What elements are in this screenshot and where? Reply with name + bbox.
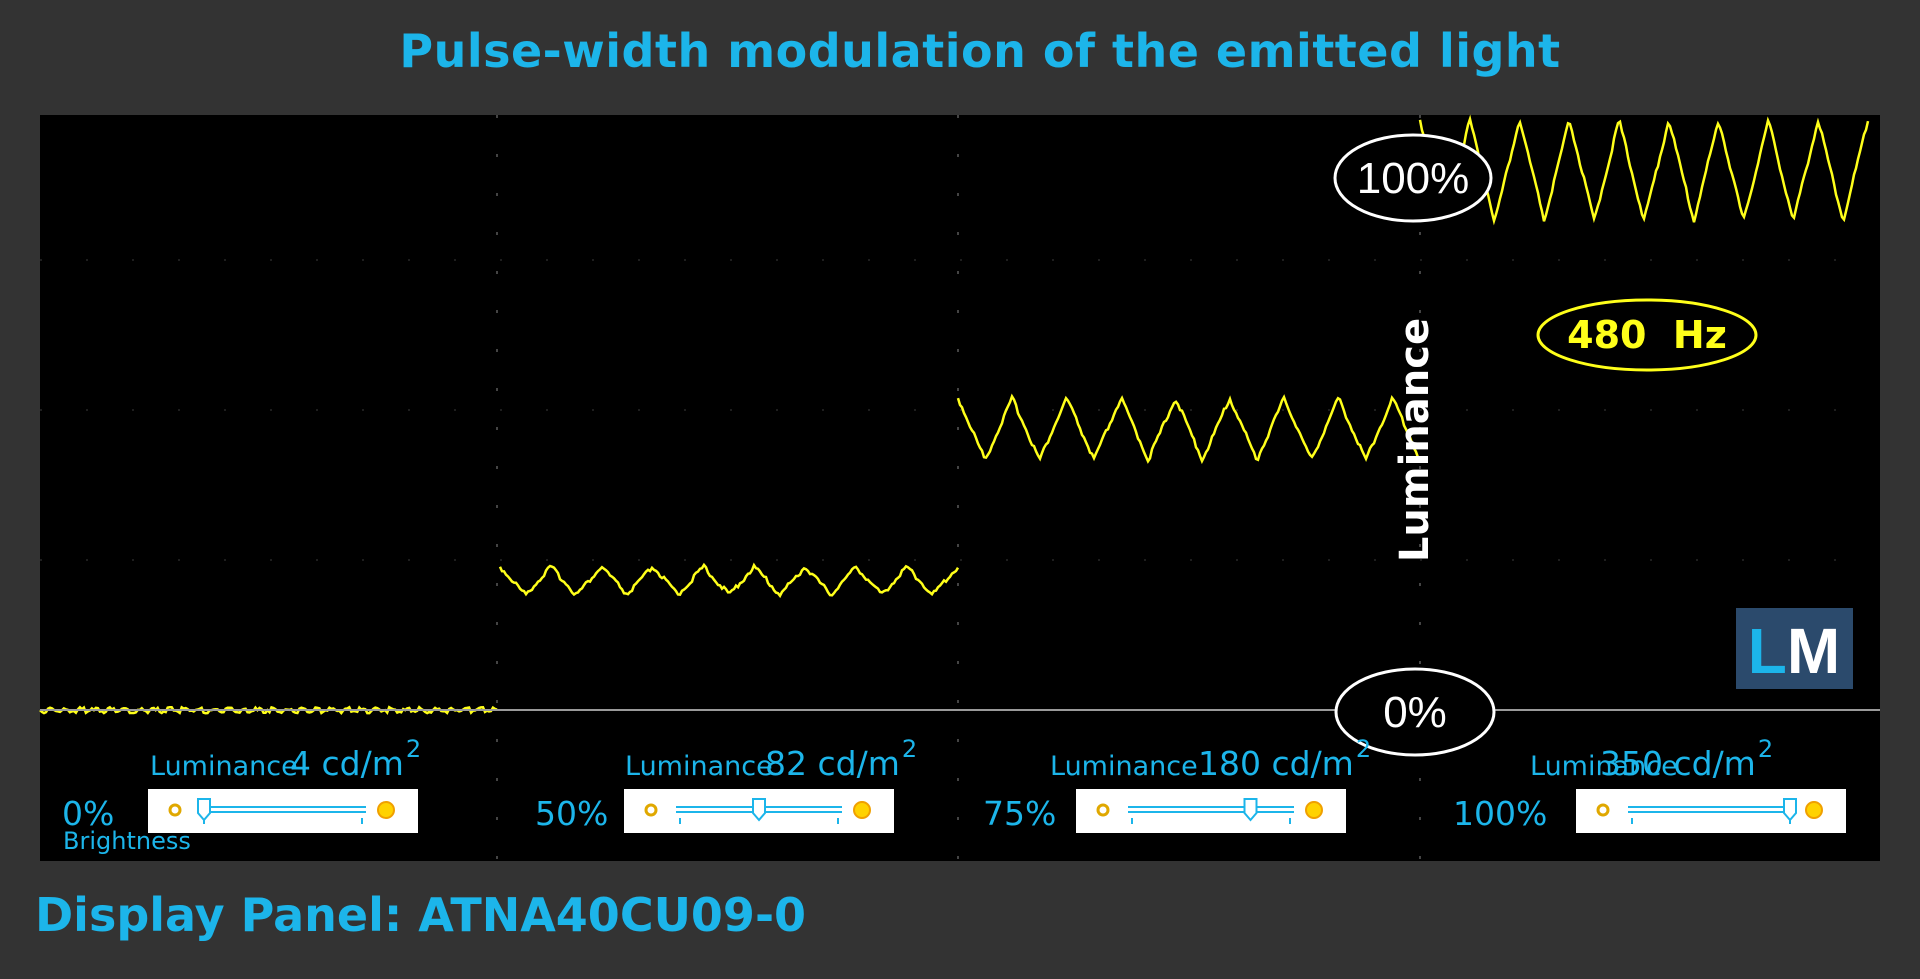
- svg-text:LM: LM: [1748, 615, 1840, 687]
- signal-trace-50pct: [498, 562, 960, 599]
- brightness-slider: [148, 789, 418, 833]
- sun-large-icon: [853, 801, 871, 819]
- signal-trace-0pct: [39, 705, 498, 716]
- frequency-ellipse: [1536, 298, 1758, 372]
- lm-logo-background: [1736, 608, 1853, 689]
- luminance-unit-superscript: 2: [406, 735, 421, 763]
- chart-title: Pulse-width modulation of the emitted li…: [399, 24, 1561, 78]
- luminance-label: Luminance: [150, 751, 298, 782]
- luminance-value: 350 cd/m: [1600, 744, 1756, 783]
- luminance-unit-superscript: 2: [1758, 735, 1773, 763]
- grid: [40, 115, 1880, 861]
- slider-thumb: [1783, 798, 1797, 822]
- lm-logo: LM: [1736, 608, 1853, 689]
- sun-large-icon: [377, 801, 395, 819]
- luminance-value: 82 cd/m: [765, 744, 900, 783]
- signal-trace-75pct: [956, 393, 1421, 465]
- luminance-value: 4 cd/m: [290, 744, 404, 783]
- luminance-label: Luminance: [625, 751, 773, 782]
- brightness-slider: [1076, 789, 1346, 833]
- bottom-reference-label: 0%: [1383, 688, 1447, 737]
- slider-thumb: [752, 798, 766, 822]
- panel-3: Luminance 180 cd/m 2 75%: [983, 735, 1371, 833]
- brightness-percent: 75%: [983, 794, 1056, 833]
- y-axis-label: Luminance: [1392, 318, 1438, 562]
- slider-thumb: [1243, 798, 1258, 822]
- lm-logo-text: M: [1787, 615, 1840, 687]
- brightness-percent: 0%: [62, 794, 114, 833]
- sun-large-icon: [1305, 801, 1323, 819]
- sun-small-icon: [1096, 803, 1110, 817]
- brightness-percent: 50%: [535, 794, 608, 833]
- sun-large-icon: [1805, 801, 1823, 819]
- sun-small-icon: [1596, 803, 1610, 817]
- top-reference-ellipse: [1333, 133, 1493, 223]
- brightness-slider: [1576, 789, 1846, 833]
- signal-traces: [39, 114, 1870, 716]
- luminance-label: Luminance: [1530, 751, 1678, 782]
- luminance-unit-superscript: 2: [1356, 735, 1371, 763]
- brightness-percent: 100%: [1453, 794, 1547, 833]
- slider-thumb: [197, 798, 211, 822]
- sun-small-icon: [168, 803, 182, 817]
- bottom-reference-ellipse: [1334, 667, 1496, 757]
- luminance-label: Luminance: [1050, 751, 1198, 782]
- top-reference-label: 100%: [1357, 154, 1470, 203]
- plot-background: [40, 115, 1880, 861]
- signal-trace-100pct: [1418, 114, 1870, 226]
- frequency-label: 480 Hz: [1567, 313, 1727, 357]
- display-panel-label: Display Panel: ATNA40CU09-0: [35, 888, 807, 942]
- luminance-value: 180 cd/m: [1198, 744, 1354, 783]
- luminance-unit-superscript: 2: [902, 735, 917, 763]
- sun-small-icon: [644, 803, 658, 817]
- brightness-slider: [624, 789, 894, 833]
